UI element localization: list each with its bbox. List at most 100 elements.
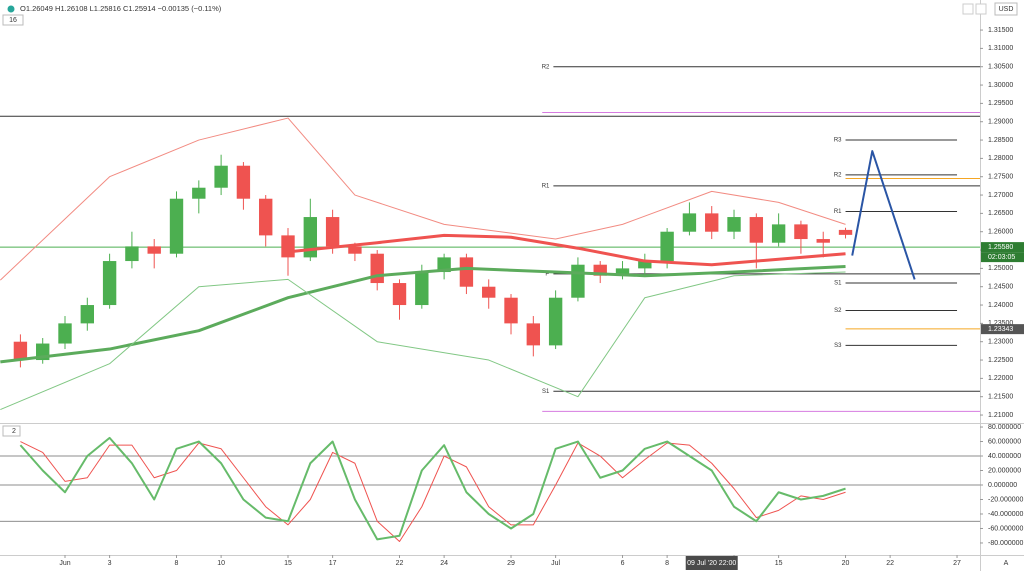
x-tick-label: 10 [217, 560, 225, 567]
x-tick-label: 27 [953, 560, 961, 567]
y-tick-label: 1.22500 [988, 357, 1013, 364]
y-tick-label: -20.000000 [988, 496, 1024, 503]
candle-body [281, 235, 295, 258]
y-tick-label: 20.000000 [988, 467, 1021, 474]
candle-body [794, 224, 808, 240]
candle-body [615, 268, 630, 276]
candle-body [58, 323, 72, 344]
candle-body [571, 264, 585, 298]
candle-body [504, 297, 518, 324]
countdown-badge [981, 252, 1024, 263]
y-tick-label: 1.26500 [988, 210, 1013, 217]
level-label: R3 [834, 138, 842, 144]
candle-body [13, 341, 28, 361]
x-tick-label: 22 [886, 560, 894, 567]
candle-body [437, 257, 451, 273]
candle-body [236, 165, 251, 199]
symbol-icon[interactable] [7, 5, 15, 13]
level-label: R1 [542, 183, 550, 189]
y-tick-label: 0.000000 [988, 482, 1017, 489]
y-tick-label: 1.25000 [988, 265, 1013, 272]
candle-body [169, 198, 184, 254]
candle-body [638, 261, 652, 269]
candle-body [147, 246, 161, 254]
candle-body [727, 217, 741, 232]
x-tick-label: 17 [329, 560, 337, 567]
x-tick-label: 22 [396, 560, 404, 567]
y-tick-label: 1.23000 [988, 339, 1013, 346]
candle-body [370, 253, 384, 284]
level-label: S2 [834, 308, 842, 314]
y-tick-label: -80.000000 [988, 540, 1024, 547]
y-tick-label: 1.28000 [988, 155, 1013, 162]
y-tick-label: 60.000000 [988, 438, 1021, 445]
candle-body [771, 224, 786, 243]
level-label: R1 [834, 209, 842, 215]
candle-body [102, 261, 117, 306]
ohlc-header: O1.26049 H1.26108 L1.25816 C1.25914 −0.0… [20, 4, 222, 13]
indicator-box[interactable] [2, 425, 21, 437]
candle-body [838, 229, 853, 235]
currency[interactable]: USD [999, 6, 1014, 13]
candle-body [548, 297, 563, 346]
price-badge [981, 242, 1024, 253]
icon-button[interactable] [975, 3, 987, 15]
level-label: R2 [542, 64, 550, 70]
x-tick-label: 3 [108, 560, 112, 567]
crosshair-time: 09 Jul '20 22:00 [687, 560, 736, 567]
candle-body [682, 213, 697, 232]
y-tick-label: 1.26000 [988, 229, 1013, 236]
indicator-tag[interactable]: 16 [9, 17, 17, 24]
scale-mode[interactable]: A [1004, 560, 1009, 567]
candle-body [325, 217, 340, 247]
x-tick-label: 15 [775, 560, 783, 567]
x-tick-label: Jul [551, 560, 560, 567]
level-label: S3 [834, 343, 842, 349]
currency-box[interactable] [994, 2, 1018, 16]
x-tick-label: 6 [621, 560, 625, 567]
indicator-tag[interactable]: 2 [12, 428, 16, 435]
y-tick-label: 1.23500 [988, 320, 1013, 327]
level-label: S1 [542, 389, 550, 395]
x-tick-label: 29 [507, 560, 515, 567]
y-tick-label: 1.31500 [988, 27, 1013, 34]
candle-body [749, 217, 764, 243]
icon-button[interactable] [962, 3, 974, 15]
candle-body [482, 286, 496, 298]
y-tick-label: 1.24500 [988, 284, 1013, 291]
indicator-line [851, 150, 916, 280]
candle-body [526, 323, 541, 346]
candle-body [705, 213, 719, 232]
x-tick-label: 20 [842, 560, 850, 567]
candle-body [192, 187, 206, 199]
level-label: S1 [834, 281, 842, 287]
y-tick-label: 1.29500 [988, 100, 1013, 107]
y-tick-label: 1.28500 [988, 137, 1013, 144]
candle-body [80, 305, 94, 324]
indicator-line [0, 271, 846, 410]
indicator-line [287, 233, 846, 267]
x-tick-label: Jun [59, 560, 70, 567]
x-tick-label: 8 [175, 560, 179, 567]
x-tick-label: 24 [440, 560, 448, 567]
candle-body [593, 264, 607, 276]
price-badge [981, 324, 1024, 335]
y-tick-label: 1.30000 [988, 82, 1013, 89]
y-tick-label: 1.21000 [988, 412, 1013, 419]
indicator-line [0, 117, 846, 281]
candle-body [259, 198, 273, 236]
indicator-line [0, 265, 846, 364]
candle-body [459, 257, 474, 287]
y-tick-label: 1.21500 [988, 394, 1013, 401]
countdown: 02:03:05 [988, 254, 1015, 261]
level-label: P [545, 271, 549, 277]
indicator-box[interactable] [2, 14, 24, 26]
y-tick-label: 1.24000 [988, 302, 1013, 309]
candle-body [125, 246, 139, 262]
candle-body [214, 165, 228, 188]
y-tick-label: 40.000000 [988, 453, 1021, 460]
y-tick-label: 1.29000 [988, 119, 1013, 126]
